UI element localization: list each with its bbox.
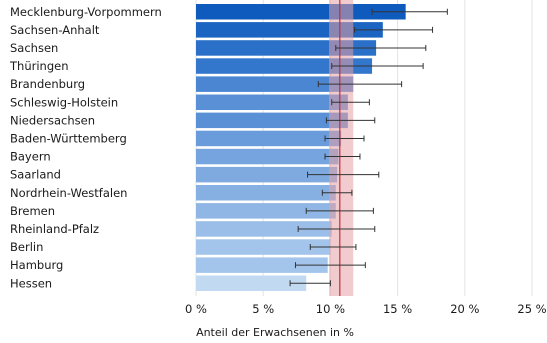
category-label-1: Sachsen-Anhalt: [10, 23, 100, 37]
x-tick-label-4: 20 %: [450, 302, 479, 316]
bar-4: [196, 76, 354, 92]
category-label-15: Hessen: [10, 276, 52, 290]
x-tick-label-3: 15 %: [383, 302, 412, 316]
category-labels: Mecklenburg-Vorpommern Sachsen-Anhalt Sach…: [9, 5, 162, 291]
category-label-11: Bremen: [10, 204, 55, 218]
category-label-4: Brandenburg: [10, 77, 85, 91]
bars: [196, 4, 406, 291]
category-label-5: Schleswig-Holstein: [10, 95, 118, 109]
x-tick-label-2: 10 %: [316, 302, 345, 316]
error-bars: [289, 8, 448, 287]
category-label-7: Baden-Württemberg: [10, 131, 127, 145]
bar-6: [196, 112, 348, 129]
category-label-12: Rheinland-Pfalz: [10, 222, 99, 236]
category-label-2: Sachsen: [10, 41, 58, 55]
bar-12: [196, 221, 332, 237]
category-label-0: Mecklenburg-Vorpommern: [10, 5, 162, 19]
category-label-10: Nordrhein-Westfalen: [10, 186, 127, 200]
category-label-6: Niedersachsen: [10, 113, 95, 127]
category-label-13: Berlin: [10, 240, 43, 254]
reference-confidence-band: [329, 0, 354, 296]
x-tick-label-1: 5 %: [252, 302, 274, 316]
category-label-3: Thüringen: [9, 59, 68, 73]
bar-10: [196, 185, 336, 201]
bar-9: [196, 166, 338, 183]
x-axis-title: Anteil der Erwachsenen in %: [196, 326, 354, 339]
bar-5: [196, 94, 348, 110]
bar-8: [196, 148, 339, 165]
x-tick-label-0: 0 %: [185, 302, 207, 316]
bar-7: [196, 130, 342, 147]
x-tick-labels: 0 % 5 % 10 % 15 % 20 % 25 %: [185, 302, 547, 316]
reference-band: [329, 0, 354, 296]
x-tick-label-5: 25 %: [517, 302, 546, 316]
bar-3: [196, 58, 373, 74]
category-label-8: Bayern: [10, 150, 51, 164]
bar-14: [196, 257, 328, 273]
bar-11: [196, 203, 336, 219]
bar-15: [196, 275, 307, 291]
bar-13: [196, 239, 331, 255]
category-label-14: Hamburg: [10, 258, 63, 272]
category-label-9: Saarland: [10, 168, 61, 182]
